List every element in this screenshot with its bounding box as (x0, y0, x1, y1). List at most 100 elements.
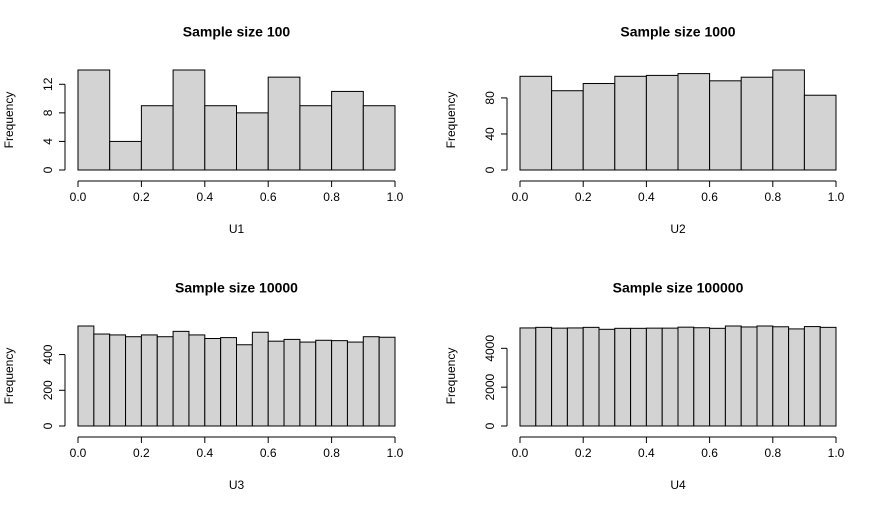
bar (693, 327, 711, 427)
chart-title: Sample size 100000 (613, 280, 744, 296)
bar (803, 94, 837, 171)
x-tick-label: 0.6 (701, 446, 718, 460)
y-tick-label: 400 (41, 344, 55, 364)
x-tick-label: 0.8 (764, 190, 781, 204)
bar (614, 75, 647, 171)
bar (740, 76, 774, 171)
chart-title: Sample size 10000 (175, 280, 298, 296)
x-tick-label: 0.2 (133, 446, 150, 460)
y-tick-label: 0 (41, 166, 55, 173)
bar (551, 90, 584, 171)
bar (630, 327, 647, 427)
bar (204, 338, 222, 427)
x-tick-label: 0.4 (638, 446, 655, 460)
bar (109, 334, 127, 427)
x-tick-label: 0.2 (575, 446, 592, 460)
bar (772, 69, 805, 171)
bar (77, 325, 95, 427)
bar (331, 90, 364, 171)
y-axis-label: Frequency (444, 348, 458, 405)
bar (362, 336, 380, 427)
bar (172, 330, 190, 427)
x-tick-label: 0.0 (70, 190, 87, 204)
bar (378, 336, 396, 427)
x-tick-label: 0.2 (133, 190, 150, 204)
x-axis-label: U1 (229, 222, 245, 236)
bar (267, 340, 285, 427)
bar (299, 341, 317, 427)
y-tick-label: 0 (483, 166, 497, 173)
x-tick-label: 0.2 (575, 190, 592, 204)
x-tick-label: 1.0 (828, 190, 845, 204)
x-tick-label: 0.0 (512, 190, 529, 204)
bar (614, 327, 632, 427)
bar (724, 325, 742, 427)
bar (709, 327, 726, 427)
y-tick-label: 8 (41, 109, 55, 116)
x-tick-label: 0.0 (512, 446, 529, 460)
bar (77, 69, 111, 171)
x-tick-label: 0.8 (323, 446, 340, 460)
y-tick-label: 0 (41, 422, 55, 429)
bar (519, 327, 537, 427)
bar (140, 105, 174, 171)
bar (299, 105, 333, 171)
bar (788, 328, 805, 427)
bar (519, 75, 553, 171)
x-tick-label: 0.6 (260, 446, 277, 460)
y-tick-label: 40 (483, 127, 497, 141)
x-tick-label: 0.0 (70, 446, 87, 460)
bar (93, 333, 111, 427)
bar (582, 326, 600, 427)
bar (709, 80, 742, 171)
bar (315, 339, 333, 427)
bar (803, 326, 821, 427)
x-tick-label: 0.6 (701, 190, 718, 204)
bar (140, 334, 158, 427)
bar (582, 83, 616, 171)
x-tick-label: 1.0 (828, 446, 845, 460)
bar (661, 327, 679, 427)
x-tick-label: 0.8 (764, 446, 781, 460)
bar (677, 326, 695, 427)
bar (156, 336, 174, 427)
y-tick-label: 4 (41, 138, 55, 145)
bar (109, 140, 142, 171)
bar (236, 112, 269, 171)
y-tick-label: 80 (483, 91, 497, 105)
y-tick-label: 12 (41, 77, 55, 91)
bar (645, 327, 663, 427)
bar (566, 327, 584, 427)
x-tick-label: 0.4 (196, 190, 213, 204)
bar (740, 326, 758, 427)
chart-title: Sample size 100 (183, 24, 291, 40)
chart-title: Sample size 1000 (620, 24, 735, 40)
y-tick-label: 0 (483, 422, 497, 429)
y-tick-label: 2000 (483, 373, 497, 400)
x-tick-label: 0.8 (323, 190, 340, 204)
x-tick-label: 0.4 (638, 190, 655, 204)
bar (756, 325, 774, 427)
bar (236, 344, 253, 427)
x-tick-label: 0.4 (196, 446, 213, 460)
y-tick-label: 200 (41, 380, 55, 400)
bar (172, 69, 206, 171)
bar (346, 341, 364, 427)
y-axis-label: Frequency (444, 92, 458, 149)
x-tick-label: 1.0 (387, 190, 404, 204)
bar (220, 337, 237, 427)
bar (645, 74, 679, 171)
x-axis-label: U3 (229, 478, 245, 492)
bar (598, 328, 616, 427)
y-tick-label: 4000 (483, 335, 497, 362)
bar (267, 76, 301, 171)
bar (283, 338, 301, 427)
bar (204, 105, 238, 171)
bar (535, 326, 553, 427)
bar (331, 340, 348, 427)
x-tick-label: 0.6 (260, 190, 277, 204)
bar (551, 327, 568, 427)
bar (772, 326, 790, 427)
bar (677, 73, 711, 171)
